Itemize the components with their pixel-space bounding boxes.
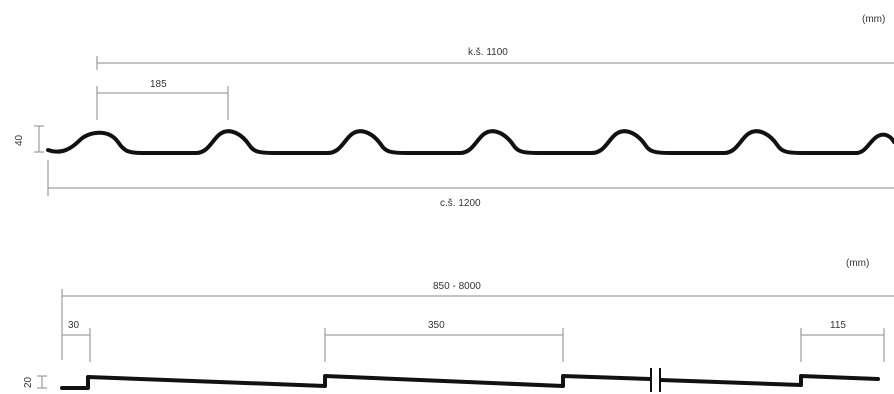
bottom-unit-label: (mm)	[846, 258, 869, 269]
step-label: 350	[428, 320, 445, 331]
length-range-dimension: 850 - 8000	[61, 281, 894, 360]
step-dimension: 350	[324, 320, 564, 362]
stepped-profile-shape	[60, 374, 652, 390]
end-offset-dimension: 115	[800, 320, 885, 362]
tile-profile-shape	[46, 129, 894, 155]
step-height-label: 20	[23, 376, 34, 388]
overall-width-label: c.š. 1200	[440, 198, 481, 209]
profile-height-dimension: 40	[14, 125, 44, 153]
start-offset-dimension: 30	[62, 320, 91, 362]
top-unit-label: (mm)	[862, 14, 885, 25]
step-height-dimension: 20	[23, 375, 47, 389]
length-range-label: 850 - 8000	[433, 281, 481, 292]
module-label: 185	[150, 79, 167, 90]
end-offset-label: 115	[830, 320, 846, 331]
effective-width-dimension: k.š. 1100	[96, 47, 894, 70]
stepped-profile-shape-end	[659, 374, 880, 387]
effective-width-label: k.š. 1100	[468, 47, 508, 58]
profile-height-label: 40	[14, 134, 25, 146]
module-dimension: 185	[96, 79, 229, 120]
break-symbol	[650, 368, 661, 392]
overall-width-dimension: c.š. 1200	[47, 160, 894, 209]
start-offset-label: 30	[68, 320, 80, 331]
